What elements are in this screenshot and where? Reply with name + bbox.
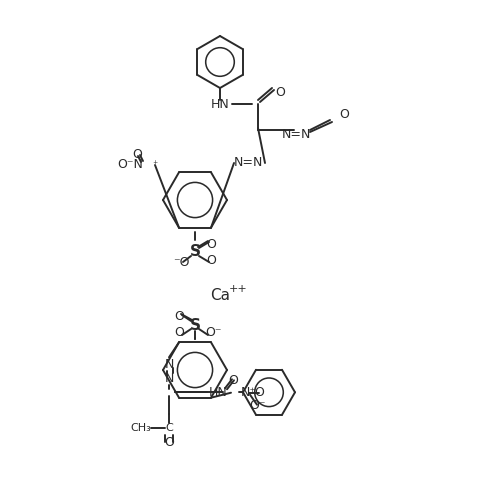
Text: O⁻: O⁻ (205, 326, 221, 340)
Text: O: O (164, 436, 174, 449)
Text: S: S (190, 318, 200, 332)
Text: N: N (164, 358, 173, 371)
Text: HN: HN (209, 386, 228, 399)
Text: O: O (174, 310, 184, 324)
Text: ⁻O: ⁻O (173, 256, 189, 268)
Text: O: O (174, 326, 184, 340)
Text: N=N: N=N (234, 156, 262, 170)
Text: S: S (190, 244, 200, 260)
Text: CH₃: CH₃ (130, 424, 152, 434)
Text: O: O (275, 86, 285, 98)
Text: N: N (164, 372, 173, 385)
Text: HN: HN (210, 98, 230, 110)
Text: O⁻N: O⁻N (117, 158, 143, 172)
Text: Ca: Ca (210, 288, 230, 302)
Text: O: O (254, 386, 264, 399)
Text: O: O (228, 374, 238, 387)
Text: N⁺: N⁺ (241, 386, 257, 399)
Text: O: O (206, 254, 216, 266)
Text: C: C (165, 424, 173, 434)
Text: O⁻: O⁻ (249, 399, 265, 412)
Text: ⁺: ⁺ (152, 160, 157, 170)
Text: ++: ++ (228, 284, 248, 294)
Text: O: O (206, 238, 216, 250)
Text: O: O (339, 108, 349, 120)
Text: N=N: N=N (282, 128, 312, 140)
Text: O: O (132, 148, 142, 162)
